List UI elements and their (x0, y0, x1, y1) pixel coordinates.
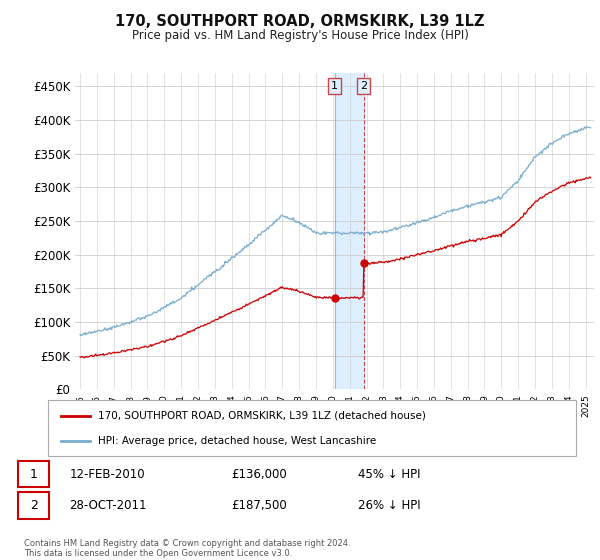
Text: £136,000: £136,000 (231, 468, 287, 480)
Text: 12-FEB-2010: 12-FEB-2010 (70, 468, 145, 480)
Text: Price paid vs. HM Land Registry's House Price Index (HPI): Price paid vs. HM Land Registry's House … (131, 29, 469, 42)
Text: 1: 1 (331, 81, 338, 91)
FancyBboxPatch shape (18, 492, 49, 519)
Text: 45% ↓ HPI: 45% ↓ HPI (358, 468, 420, 480)
Text: 170, SOUTHPORT ROAD, ORMSKIRK, L39 1LZ (detached house): 170, SOUTHPORT ROAD, ORMSKIRK, L39 1LZ (… (98, 410, 426, 421)
FancyBboxPatch shape (18, 461, 49, 487)
Text: 170, SOUTHPORT ROAD, ORMSKIRK, L39 1LZ: 170, SOUTHPORT ROAD, ORMSKIRK, L39 1LZ (115, 14, 485, 29)
Text: 2: 2 (29, 499, 38, 512)
Text: 26% ↓ HPI: 26% ↓ HPI (358, 499, 420, 512)
Text: 2: 2 (360, 81, 367, 91)
Bar (335, 73, 364, 389)
Text: Contains HM Land Registry data © Crown copyright and database right 2024.
This d: Contains HM Land Registry data © Crown c… (24, 539, 350, 558)
FancyBboxPatch shape (48, 400, 576, 456)
Text: 28-OCT-2011: 28-OCT-2011 (70, 499, 147, 512)
Text: 1: 1 (29, 468, 38, 480)
Text: HPI: Average price, detached house, West Lancashire: HPI: Average price, detached house, West… (98, 436, 376, 446)
Text: £187,500: £187,500 (231, 499, 287, 512)
